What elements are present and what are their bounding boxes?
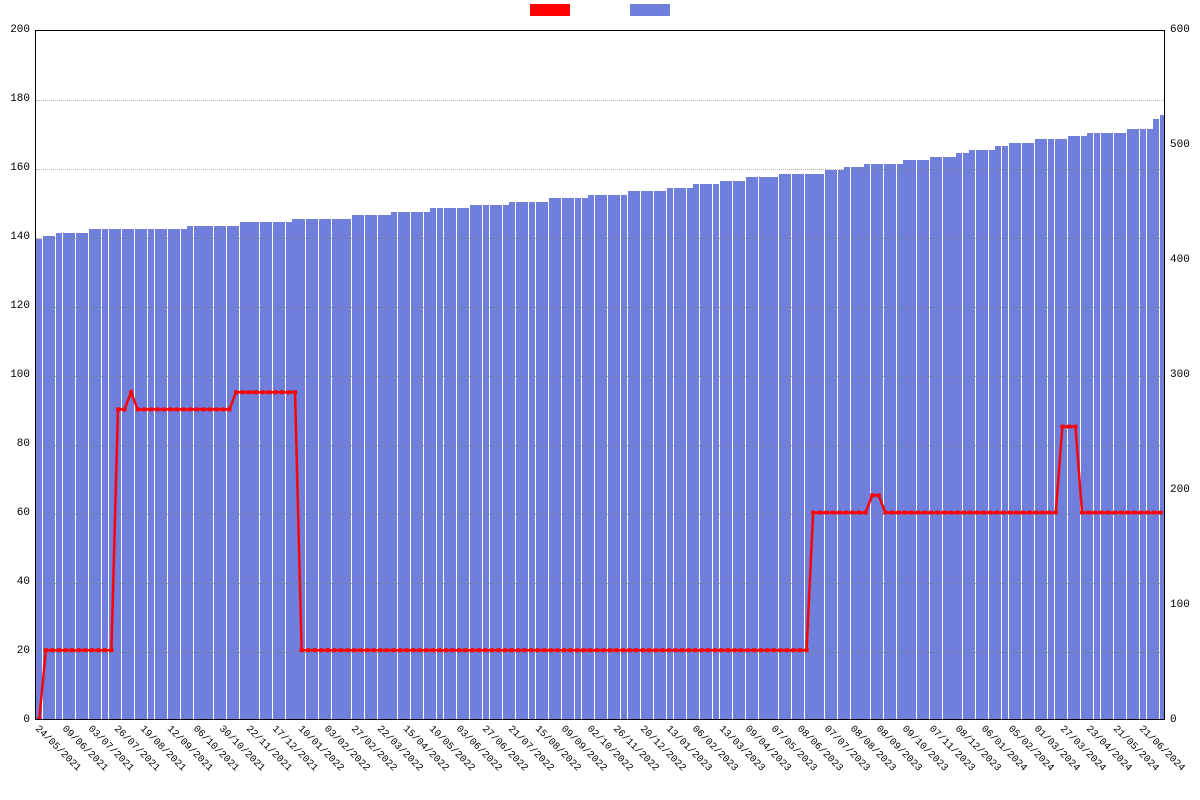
line-marker [168,407,172,411]
line-marker [136,407,140,411]
y-left-tick-label: 140 [10,231,30,243]
line-marker [116,407,120,411]
y-right-tick-label: 200 [1170,484,1190,496]
line-marker [37,717,41,720]
line-marker [208,407,212,411]
line-marker [1067,425,1071,429]
line-marker [293,390,297,394]
y-left-tick-label: 100 [10,369,30,381]
legend-swatch-line [530,4,570,16]
y-right-tick-label: 500 [1170,139,1190,151]
line-marker [123,407,127,411]
line-marker [129,390,133,394]
line-series [39,392,1160,719]
line-marker [175,407,179,411]
y-left-tick-label: 40 [17,576,30,588]
y-right-tick-label: 400 [1170,254,1190,266]
line-marker [247,390,251,394]
y-right-tick-label: 100 [1170,599,1190,611]
legend-swatch-bar [630,4,670,16]
line-marker [234,390,238,394]
y-right-tick-label: 300 [1170,369,1190,381]
chart-container: 0 20 40 60 80 100 120 140 160 180 200 0 100 200 300 40… [0,0,1200,800]
line-marker [214,407,218,411]
line-marker [182,407,186,411]
y-left-tick-label: 200 [10,24,30,36]
line-marker [286,390,290,394]
line-marker [1073,425,1077,429]
y-left-tick-label: 60 [17,507,30,519]
line-marker [280,390,284,394]
y-right-tick-label: 0 [1170,714,1177,726]
line-marker [155,407,159,411]
line-marker [221,407,225,411]
y-left-tick-label: 80 [17,438,30,450]
line-marker [149,407,153,411]
legend [0,0,1200,20]
line-marker [227,407,231,411]
y-left-tick-label: 20 [17,645,30,657]
line-marker [142,407,146,411]
plot-area [35,30,1165,720]
y-left-tick-label: 0 [23,714,30,726]
line-marker [273,390,277,394]
line-marker [870,493,874,497]
line-marker [241,390,245,394]
line-marker [267,390,271,394]
line-marker [1060,425,1064,429]
y-left-tick-label: 160 [10,162,30,174]
line-marker [162,407,166,411]
line-marker [254,390,258,394]
line-marker [260,390,264,394]
line-marker [877,493,881,497]
line-marker [201,407,205,411]
y-left-tick-label: 180 [10,93,30,105]
line-marker [188,407,192,411]
y-right-tick-label: 600 [1170,24,1190,36]
line-marker [195,407,199,411]
y-left-tick-label: 120 [10,300,30,312]
line-layer [36,31,1164,719]
